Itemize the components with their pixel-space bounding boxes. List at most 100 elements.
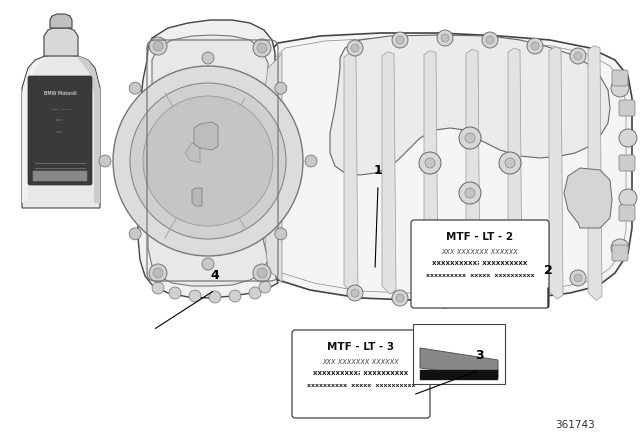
Polygon shape	[258, 33, 632, 300]
Circle shape	[619, 129, 637, 147]
Polygon shape	[44, 28, 78, 56]
FancyBboxPatch shape	[612, 70, 628, 86]
Circle shape	[437, 292, 453, 308]
Circle shape	[249, 287, 261, 299]
FancyBboxPatch shape	[413, 324, 505, 384]
Text: xxxxxxxxxx  xxxxx  xxxxxxxxxx: xxxxxxxxxx xxxxx xxxxxxxxxx	[307, 383, 415, 388]
Circle shape	[351, 289, 359, 297]
Circle shape	[459, 182, 481, 204]
Circle shape	[531, 42, 539, 50]
Circle shape	[465, 133, 475, 143]
Circle shape	[209, 291, 221, 303]
Circle shape	[202, 258, 214, 270]
Circle shape	[129, 228, 141, 240]
Circle shape	[275, 228, 287, 240]
FancyBboxPatch shape	[33, 171, 87, 181]
Polygon shape	[194, 122, 218, 150]
Circle shape	[459, 127, 481, 149]
Circle shape	[143, 96, 273, 226]
Polygon shape	[344, 53, 358, 293]
Circle shape	[129, 82, 141, 94]
Circle shape	[574, 52, 582, 60]
Polygon shape	[420, 370, 498, 380]
Polygon shape	[382, 52, 396, 294]
FancyBboxPatch shape	[292, 330, 430, 418]
Polygon shape	[466, 49, 480, 297]
Circle shape	[527, 38, 543, 54]
Polygon shape	[424, 51, 438, 295]
Polygon shape	[549, 47, 563, 299]
Circle shape	[619, 189, 637, 207]
FancyBboxPatch shape	[619, 155, 635, 171]
Circle shape	[253, 264, 271, 282]
Circle shape	[441, 34, 449, 42]
Polygon shape	[185, 143, 200, 163]
Circle shape	[113, 66, 303, 256]
Circle shape	[437, 30, 453, 46]
Circle shape	[347, 285, 363, 301]
Polygon shape	[192, 188, 202, 206]
Circle shape	[574, 274, 582, 282]
Circle shape	[189, 290, 201, 302]
Circle shape	[611, 79, 629, 97]
Circle shape	[229, 290, 241, 302]
Circle shape	[305, 155, 317, 167]
Polygon shape	[22, 55, 100, 208]
Text: xxx xxxxxxx xxxxxx: xxx xxxxxxx xxxxxx	[323, 357, 399, 366]
Circle shape	[202, 52, 214, 64]
Text: xxxxxxxxxx; xxxxxxxxxx: xxxxxxxxxx; xxxxxxxxxx	[314, 370, 408, 376]
FancyBboxPatch shape	[411, 220, 549, 308]
Text: 361743: 361743	[556, 420, 595, 430]
Circle shape	[419, 152, 441, 174]
Polygon shape	[22, 57, 48, 203]
Circle shape	[392, 32, 408, 48]
Circle shape	[505, 158, 515, 168]
Polygon shape	[588, 46, 602, 300]
Polygon shape	[148, 35, 268, 286]
Circle shape	[425, 158, 435, 168]
Polygon shape	[508, 48, 522, 298]
Polygon shape	[265, 53, 282, 283]
Text: xxx: xxx	[56, 118, 64, 122]
Circle shape	[499, 152, 521, 174]
Circle shape	[153, 41, 163, 51]
Circle shape	[570, 270, 586, 286]
FancyBboxPatch shape	[619, 100, 635, 116]
Text: BMW Motoröl: BMW Motoröl	[44, 90, 76, 95]
Text: xxxxxxxxxx; xxxxxxxxxx: xxxxxxxxxx; xxxxxxxxxx	[433, 260, 527, 266]
Text: xxxxxxxxxx  xxxxx  xxxxxxxxxx: xxxxxxxxxx xxxxx xxxxxxxxxx	[426, 272, 534, 277]
Circle shape	[531, 287, 539, 295]
Polygon shape	[78, 56, 100, 203]
Polygon shape	[564, 168, 612, 228]
Circle shape	[527, 283, 543, 299]
Circle shape	[486, 294, 494, 302]
Text: 2: 2	[543, 264, 552, 277]
Text: 3: 3	[476, 349, 484, 362]
Text: 4: 4	[211, 269, 220, 282]
Circle shape	[169, 287, 181, 299]
Circle shape	[396, 294, 404, 302]
Circle shape	[441, 296, 449, 304]
Circle shape	[257, 43, 267, 53]
Circle shape	[396, 36, 404, 44]
Circle shape	[253, 39, 271, 57]
FancyBboxPatch shape	[612, 245, 628, 261]
Circle shape	[153, 268, 163, 278]
Text: ___  ____: ___ ____	[50, 103, 70, 108]
Circle shape	[482, 290, 498, 306]
Circle shape	[152, 282, 164, 294]
Polygon shape	[420, 348, 498, 378]
FancyBboxPatch shape	[28, 76, 92, 185]
Circle shape	[275, 82, 287, 94]
Text: xxx xxxxxxx xxxxxx: xxx xxxxxxx xxxxxx	[442, 246, 518, 255]
Circle shape	[259, 281, 271, 293]
Circle shape	[99, 155, 111, 167]
Circle shape	[486, 36, 494, 44]
Circle shape	[465, 188, 475, 198]
Circle shape	[347, 40, 363, 56]
Circle shape	[611, 239, 629, 257]
Circle shape	[130, 83, 286, 239]
Text: xxx: xxx	[56, 130, 64, 134]
Circle shape	[149, 37, 167, 55]
Text: 1: 1	[374, 164, 382, 177]
